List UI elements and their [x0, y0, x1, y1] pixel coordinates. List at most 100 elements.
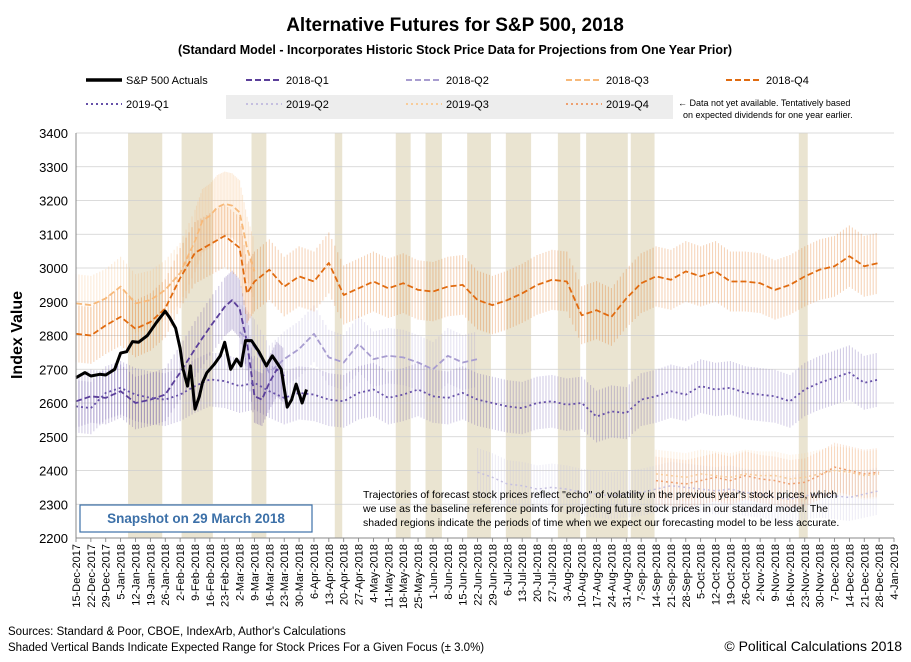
x-tick-label: 18-May-2018: [398, 544, 410, 609]
copyright: © Political Calculations 2018: [724, 638, 902, 654]
series-line-2018-q1: [75, 299, 285, 404]
legend-label: 2019-Q1: [126, 99, 169, 111]
snapshot-box: [79, 504, 313, 533]
y-tick-label: 2200: [39, 531, 68, 546]
x-tick-label: 22-Jun-2018: [473, 544, 485, 606]
y-tick-label: 2800: [39, 329, 68, 344]
chart-subtitle: (Standard Model - Incorporates Historic …: [178, 43, 732, 57]
legend-label: 2018-Q4: [766, 75, 809, 87]
x-tick-label: 11-May-2018: [383, 544, 395, 608]
plot-area: 2200 2300 2400 2500 2600 2700 2800 2900 3000 3100…: [39, 126, 901, 609]
legend: S&P 500 Actuals 2018-Q1 2018-Q2 2018-Q3 2018…: [86, 75, 809, 119]
x-tick-label: 2-Feb-2018: [175, 544, 187, 601]
legend-note-background: [226, 95, 673, 119]
y-tick-label: 2300: [39, 497, 68, 512]
y-tick-label: 2700: [39, 362, 68, 377]
x-tick-label: 3-Aug-2018: [562, 544, 574, 602]
axes: 2200 2300 2400 2500 2600 2700 2800 2900 3000 3100…: [39, 126, 901, 609]
x-tick-label: 9-Mar-2018: [249, 544, 261, 601]
legend-label: 2019-Q2: [286, 99, 329, 111]
x-tick-label: 13-Apr-2018: [324, 544, 336, 605]
x-tick-label: 28-Dec-2018: [874, 544, 886, 608]
legend-label: 2018-Q1: [286, 75, 329, 87]
x-tick-label: 16-Mar-2018: [264, 544, 276, 607]
x-tick-label: 5-Jan-2018: [116, 544, 128, 600]
x-tick-label: 21-Dec-2018: [859, 544, 871, 608]
x-tick-label: 10-Aug-2018: [577, 544, 589, 608]
x-tick-label: 15-Dec-2017: [71, 544, 83, 608]
x-tick-label: 29-Jun-2018: [487, 544, 499, 606]
x-tick-label: 16-Feb-2018: [205, 544, 217, 607]
x-tick-label: 9-Nov-2018: [770, 544, 782, 601]
snapshot-label: Snapshot on 29 March 2018: [107, 511, 285, 526]
x-tick-label: 5-Oct-2018: [696, 544, 708, 599]
series-line-2019-q2: [477, 471, 880, 500]
series-lines: [75, 202, 880, 500]
x-tick-label: 24-Aug-2018: [606, 544, 618, 608]
x-tick-label: 14-Sep-2018: [651, 544, 663, 608]
x-tick-label: 2-Nov-2018: [755, 544, 767, 601]
x-tick-label: 8-Jun-2018: [443, 544, 455, 600]
x-tick-label: 6-Apr-2018: [309, 544, 321, 599]
chart-title: Alternative Futures for S&P 500, 2018: [286, 15, 624, 36]
x-tick-label: 30-Nov-2018: [815, 544, 827, 608]
x-tick-label: 4-Jan-2019: [889, 544, 901, 600]
x-tick-label: 6-Jul-2018: [502, 544, 514, 596]
x-tick-label: 12-Oct-2018: [711, 544, 723, 605]
x-tick-label: 23-Mar-2018: [279, 544, 291, 607]
legend-label: 2018-Q2: [446, 75, 489, 87]
y-tick-label: 3300: [39, 160, 68, 175]
y-tick-label: 2400: [39, 464, 68, 479]
y-tick-label: 3400: [39, 126, 68, 141]
y-tick-label: 3100: [39, 227, 68, 242]
x-tick-label: 14-Dec-2018: [844, 544, 856, 608]
x-tick-label: 1-Jun-2018: [428, 544, 440, 600]
x-tick-label: 26-Jan-2018: [160, 544, 172, 606]
x-tick-label: 25-May-2018: [413, 544, 425, 609]
legend-label: S&P 500 Actuals: [126, 75, 208, 87]
x-tick-label: 27-Jul-2018: [547, 544, 559, 602]
series-line-s-p-500-actuals: [75, 309, 308, 411]
x-tick-label: 4-May-2018: [368, 544, 380, 603]
annotation-line-3: shaded regions indicate the periods of t…: [363, 517, 839, 529]
x-tick-label: 17-Aug-2018: [592, 544, 604, 608]
legend-note-line-2: on expected dividends for one year earli…: [683, 110, 853, 120]
series-line-2018-q2: [238, 331, 478, 374]
footer-bands: Shaded Vertical Bands Indicate Expected …: [8, 642, 484, 654]
annotation-line-1: Trajectories of forecast stock prices re…: [363, 489, 837, 501]
x-tick-label: 2-Mar-2018: [235, 544, 247, 601]
annotation-line-2: we use as the baseline reference points …: [362, 503, 828, 515]
y-tick-label: 2600: [39, 396, 68, 411]
x-tick-label: 20-Jul-2018: [532, 544, 544, 602]
series-line-2018-q4: [75, 234, 880, 337]
y-tick-label: 3200: [39, 194, 68, 209]
y-axis-label: Index Value: [9, 291, 26, 379]
x-tick-label: 26-Oct-2018: [740, 544, 752, 605]
x-tick-label: 31-Aug-2018: [621, 544, 633, 608]
legend-label: 2019-Q3: [446, 99, 489, 111]
x-tick-label: 22-Dec-2017: [86, 544, 98, 608]
x-tick-label: 15-Jun-2018: [458, 544, 470, 606]
x-tick-label: 19-Oct-2018: [725, 544, 737, 605]
x-tick-label: 27-Apr-2018: [354, 544, 366, 605]
x-tick-label: 7-Sep-2018: [636, 544, 648, 602]
x-tick-label: 7-Dec-2018: [830, 544, 842, 601]
x-tick-label: 28-Sep-2018: [681, 544, 693, 608]
x-tick-label: 23-Nov-2018: [800, 544, 812, 608]
x-tick-label: 20-Apr-2018: [339, 544, 351, 605]
y-tick-label: 2500: [39, 430, 68, 445]
y-tick-label: 2900: [39, 295, 68, 310]
x-tick-label: 16-Nov-2018: [785, 544, 797, 608]
y-tick-label: 3000: [39, 261, 68, 276]
legend-label: 2018-Q3: [606, 75, 649, 87]
series-line-2018-q3: [75, 202, 256, 307]
legend-note-line-1: ← Data not yet available. Tentatively ba…: [678, 98, 850, 108]
x-tick-label: 13-Jul-2018: [517, 544, 529, 602]
x-tick-label: 29-Dec-2017: [101, 544, 113, 608]
x-tick-label: 30-Mar-2018: [294, 544, 306, 607]
x-tick-label: 12-Jan-2018: [130, 544, 142, 606]
footer-sources: Sources: Standard & Poor, CBOE, IndexArb…: [8, 626, 346, 638]
legend-label: 2019-Q4: [606, 99, 649, 111]
x-tick-label: 23-Feb-2018: [220, 544, 232, 607]
